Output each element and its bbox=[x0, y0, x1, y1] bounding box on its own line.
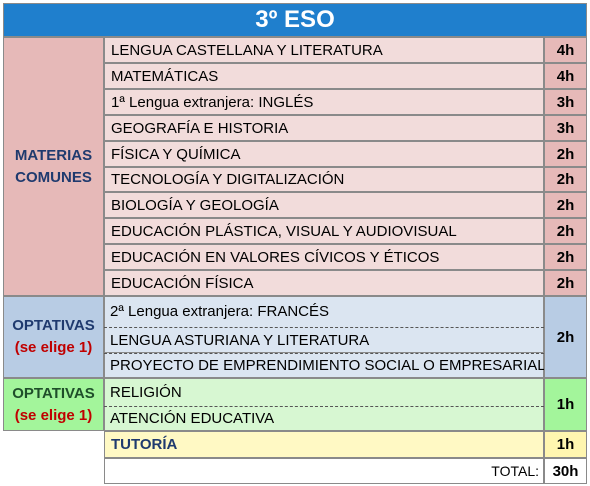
optativas-1-list bbox=[104, 296, 544, 378]
subject-name: EDUCACIÓN FÍSICA bbox=[104, 270, 544, 296]
hours-value: 1h bbox=[544, 431, 587, 458]
hours-value: 1h bbox=[544, 378, 587, 431]
hours-value: 2h bbox=[544, 192, 587, 218]
subject-name: TECNOLOGÍA Y DIGITALIZACIÓN bbox=[104, 167, 544, 192]
list-item: 2ª Lengua extranjera: FRANCÉS bbox=[110, 302, 329, 320]
tutoria-label: TUTORÍA bbox=[104, 431, 544, 458]
hours-value: 2h bbox=[544, 141, 587, 167]
list-item: LENGUA ASTURIANA Y LITERATURA bbox=[104, 327, 544, 353]
group-label-line1: OPTATIVAS bbox=[12, 384, 95, 402]
total-value: 30h bbox=[544, 458, 587, 484]
subject-name: MATEMÁTICAS bbox=[104, 63, 544, 89]
group-label-line2: COMUNES bbox=[15, 168, 92, 186]
list-item: RELIGIÓN bbox=[110, 383, 182, 401]
subject-name: 1ª Lengua extranjera: INGLÉS bbox=[104, 89, 544, 115]
group-label-line1: MATERIAS bbox=[14, 146, 93, 164]
group-label-line2: (se elige 1) bbox=[14, 406, 93, 424]
optativas-2-list bbox=[104, 378, 544, 431]
hours-value: 2h bbox=[544, 244, 587, 270]
hours-value: 3h bbox=[544, 115, 587, 141]
hours-value: 2h bbox=[544, 296, 587, 378]
group-label-line2: (se elige 1) bbox=[14, 339, 93, 356]
list-item: ATENCIÓN EDUCATIVA bbox=[104, 406, 544, 431]
subject-name: EDUCACIÓN EN VALORES CÍVICOS Y ÉTICOS bbox=[104, 244, 544, 270]
hours-value: 3h bbox=[544, 89, 587, 115]
subject-name: FÍSICA Y QUÍMICA bbox=[104, 141, 544, 167]
group-label-materias-comunes: MATERIAS COMUNES bbox=[3, 37, 104, 296]
group-label-optativas-2: OPTATIVAS (se elige 1) bbox=[3, 378, 104, 431]
group-label-line1: OPTATIVAS bbox=[12, 317, 95, 334]
list-item: PROYECTO DE EMPRENDIMIENTO SOCIAL O EMPR… bbox=[104, 353, 546, 378]
subject-name: BIOLOGÍA Y GEOLOGÍA bbox=[104, 192, 544, 218]
page-title: 3º ESO bbox=[3, 3, 587, 37]
group-label-optativas-1: OPTATIVAS (se elige 1) bbox=[3, 296, 104, 378]
total-label: TOTAL: bbox=[104, 458, 544, 484]
subject-name: EDUCACIÓN PLÁSTICA, VISUAL Y AUDIOVISUAL bbox=[104, 218, 544, 244]
hours-value: 4h bbox=[544, 37, 587, 63]
subject-name: GEOGRAFÍA E HISTORIA bbox=[104, 115, 544, 141]
hours-value: 2h bbox=[544, 218, 587, 244]
hours-value: 2h bbox=[544, 167, 587, 192]
hours-value: 2h bbox=[544, 270, 587, 296]
hours-value: 4h bbox=[544, 63, 587, 89]
subject-name: LENGUA CASTELLANA Y LITERATURA bbox=[104, 37, 544, 63]
